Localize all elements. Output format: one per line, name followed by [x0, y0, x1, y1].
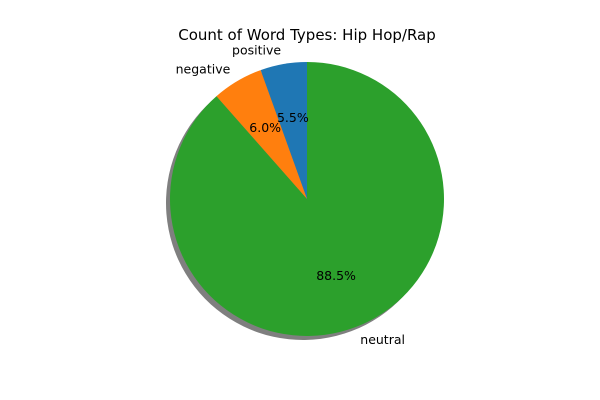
pie-slice-neutral	[169, 62, 444, 336]
slice-percent-negative: 6.0%	[249, 120, 281, 135]
chart-title: Count of Word Types: Hip Hop/Rap	[178, 26, 436, 44]
pie-slice-positive	[260, 62, 307, 199]
slice-label-negative: negative	[176, 61, 231, 76]
slice-percent-positive: 5.5%	[277, 110, 309, 125]
pie-slices	[169, 62, 444, 336]
slice-label-positive: positive	[232, 43, 281, 58]
pie-labels: positive 5.5% negative 6.0% neutral 88.5%	[176, 43, 405, 347]
pie-slice-negative	[216, 70, 307, 199]
slice-label-neutral: neutral	[360, 332, 405, 347]
slice-percent-neutral: 88.5%	[316, 268, 356, 283]
